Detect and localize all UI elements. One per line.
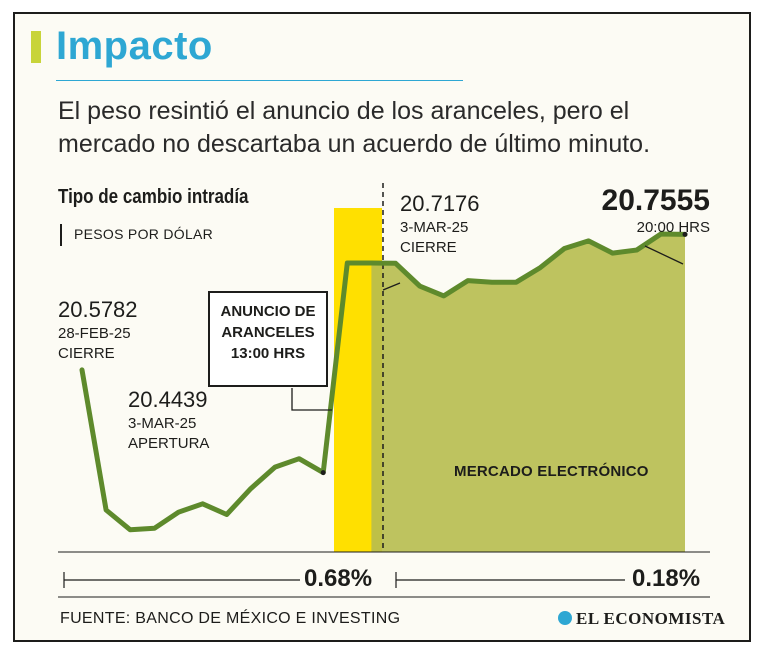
close-mar-label: 20.7176 3-MAR-25 CIERRE [400, 190, 480, 258]
data-point-2 [129, 529, 131, 531]
data-point-23 [636, 249, 638, 251]
title-underline [56, 80, 463, 81]
close-mar-tag: CIERRE [400, 239, 457, 256]
electronic-market-area [371, 234, 685, 552]
data-point-3 [153, 527, 156, 530]
close-feb-label: 20.5782 28-FEB-25 CIERRE [58, 296, 138, 364]
data-point-12 [370, 262, 373, 264]
title-accent-bar [31, 31, 41, 63]
regular-session-change: 0.68% [304, 565, 373, 592]
last-value-label: 20.7555 20:00 HRS [560, 184, 710, 238]
electronic-market-label: MERCADO ELECTRÓNICO [454, 463, 649, 480]
page-title: Impacto [56, 24, 213, 68]
electronic-session-change: 0.18% [632, 565, 701, 592]
last-time: 20:00 HRS [636, 219, 710, 236]
data-point-22 [611, 252, 614, 254]
data-point-24 [660, 233, 662, 235]
data-point-4 [177, 511, 180, 513]
close-feb-date: 28-FEB-25 [58, 325, 131, 342]
data-point-15 [443, 295, 445, 297]
data-point-16 [467, 279, 469, 282]
data-point-17 [491, 281, 493, 284]
last-value: 20.7555 [601, 184, 710, 217]
close-mar-leader [382, 282, 401, 291]
close-feb-tag: CIERRE [58, 345, 115, 362]
source-note: FUENTE: BANCO DE MÉXICO E INVESTING [60, 610, 401, 627]
chart-title: Tipo de cambio intradía [58, 186, 249, 208]
brand-logo: EL ECONOMISTA [558, 609, 725, 629]
close-mar-date: 3-MAR-25 [400, 219, 469, 236]
data-point-1 [105, 509, 107, 511]
data-point-0 [81, 369, 83, 371]
series-line [79, 231, 688, 533]
data-point-10 [320, 470, 326, 476]
close-feb-value: 20.5782 [58, 297, 138, 322]
page-subtitle: El peso resintió el anuncio de los aranc… [58, 97, 651, 158]
announcement-line-1: ANUNCIO DE [220, 303, 316, 320]
announcement-box: ANUNCIO DE ARANCELES 13:00 HRS [208, 291, 328, 387]
data-point-21 [587, 240, 590, 242]
data-point-18 [515, 281, 517, 284]
brand-mark-icon [558, 611, 572, 625]
data-point-13 [394, 262, 397, 265]
announcement-leader [291, 388, 332, 411]
data-point-8 [274, 466, 276, 468]
announcement-line-2: ARANCELES [221, 324, 315, 341]
brand-name: EL ECONOMISTA [576, 609, 726, 628]
data-point-7 [250, 487, 252, 490]
data-point-25 [682, 231, 688, 237]
open-value: 20.4439 [128, 387, 208, 412]
open-date: 3-MAR-25 [128, 415, 197, 432]
data-point-6 [225, 513, 228, 516]
announcement-line-3: 13:00 HRS [230, 345, 306, 362]
data-point-19 [539, 266, 542, 269]
data-point-11 [346, 262, 349, 264]
last-value-leader [644, 245, 684, 265]
data-point-5 [201, 503, 204, 505]
data-point-9 [298, 457, 300, 460]
open-tag: APERTURA [128, 435, 210, 452]
chart-unit: PESOS POR DÓLAR [74, 226, 214, 242]
open-label: 20.4439 3-MAR-25 APERTURA [128, 386, 209, 454]
data-point-14 [418, 285, 421, 287]
unit-marker [60, 224, 62, 246]
close-mar-value: 20.7176 [400, 191, 480, 216]
data-point-20 [563, 247, 566, 250]
